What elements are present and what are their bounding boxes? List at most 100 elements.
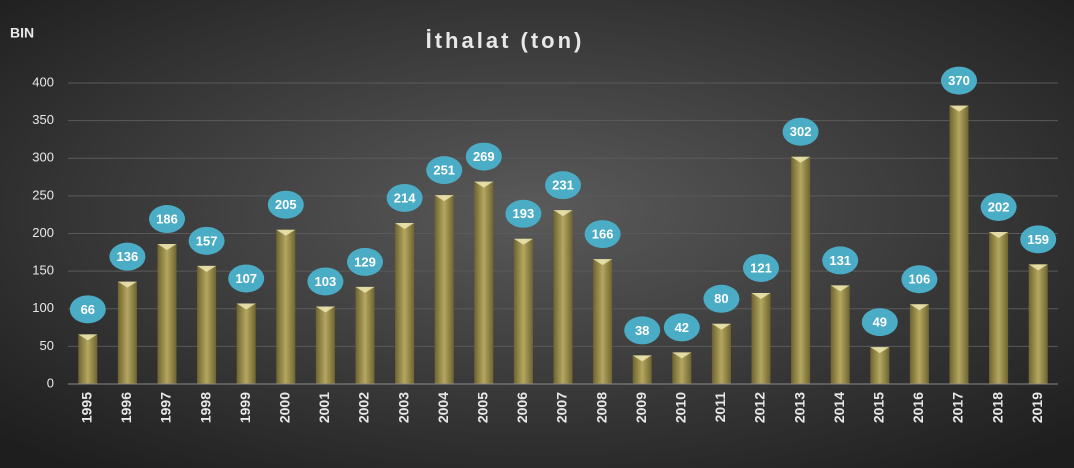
data-label: 66 <box>81 302 95 317</box>
data-label: 166 <box>592 227 614 242</box>
data-label-bubble <box>584 220 621 249</box>
data-label-bubble <box>267 190 304 219</box>
bar-top <box>434 195 454 202</box>
data-label: 136 <box>117 249 139 264</box>
bar-top <box>78 334 98 341</box>
bar <box>909 304 929 384</box>
bar-top <box>989 231 1009 238</box>
bar-top <box>157 244 177 251</box>
y-axis-label: BIN <box>10 25 34 41</box>
x-tick-label: 2000 <box>277 392 293 423</box>
y-tick-label: 150 <box>32 263 54 278</box>
data-label-bubble <box>861 308 898 337</box>
data-label-bubble <box>624 316 661 345</box>
bar-top <box>553 210 573 217</box>
data-label-bubble <box>69 295 106 324</box>
bar <box>276 229 296 384</box>
x-tick-label: 1998 <box>197 392 213 423</box>
bar <box>434 195 454 384</box>
bar <box>791 156 811 384</box>
data-label-bubble <box>347 247 383 276</box>
bar-top <box>276 229 296 236</box>
bar-top <box>672 352 692 359</box>
bar-top <box>513 238 533 245</box>
x-tick-label: 2007 <box>554 392 570 423</box>
bar-top <box>593 259 613 266</box>
x-tick-label: 2018 <box>989 392 1005 423</box>
data-label-bubble <box>980 192 1017 221</box>
data-label-bubble <box>109 242 146 271</box>
bar-top <box>791 156 811 163</box>
y-tick-label: 300 <box>32 150 54 165</box>
data-label: 103 <box>315 274 337 289</box>
bar <box>474 181 494 384</box>
bar <box>870 347 890 384</box>
data-label-bubble <box>307 267 344 296</box>
bar-top <box>117 281 137 288</box>
data-label-bubble <box>782 117 819 146</box>
x-tick-label: 2016 <box>910 392 926 423</box>
x-tick-label: 1999 <box>237 392 253 423</box>
data-label: 205 <box>275 197 297 212</box>
data-label: 231 <box>552 178 574 193</box>
bar <box>117 281 137 384</box>
data-label-bubble <box>1020 225 1057 254</box>
y-tick-label: 0 <box>47 375 54 390</box>
data-label: 251 <box>433 163 455 178</box>
x-tick-label: 2013 <box>791 392 807 423</box>
data-label-bubble <box>386 183 423 212</box>
x-tick-label: 2010 <box>673 392 689 423</box>
x-tick-label: 1997 <box>158 392 174 423</box>
data-label: 42 <box>675 320 689 335</box>
x-tick-label: 2015 <box>871 392 887 423</box>
data-label: 49 <box>873 315 887 330</box>
data-label-bubble <box>228 264 265 293</box>
data-label-bubble <box>743 253 779 282</box>
data-label: 106 <box>909 272 931 287</box>
x-tick-label: 2006 <box>514 392 530 423</box>
data-label: 370 <box>948 73 970 88</box>
data-label: 38 <box>635 323 649 338</box>
data-label-bubble <box>465 142 502 171</box>
bar <box>711 323 731 384</box>
data-label: 80 <box>714 291 728 306</box>
x-tick-label: 2009 <box>633 392 649 423</box>
data-label: 121 <box>750 260 772 275</box>
y-tick-label: 350 <box>32 112 54 127</box>
bar <box>989 231 1009 384</box>
data-label: 302 <box>790 124 812 139</box>
x-tick-label: 2017 <box>950 392 966 423</box>
data-label-bubble <box>426 156 463 185</box>
bar-top <box>632 355 652 362</box>
x-tick-label: 2002 <box>356 392 372 423</box>
data-label: 186 <box>156 211 178 226</box>
data-label-bubble <box>149 205 185 234</box>
data-label: 269 <box>473 149 495 164</box>
data-label: 131 <box>829 253 851 268</box>
bar-top <box>949 105 969 112</box>
data-label-bubble <box>901 265 938 294</box>
bar-top <box>474 181 494 188</box>
data-label: 157 <box>196 233 218 248</box>
bar <box>593 259 613 384</box>
data-label: 129 <box>354 254 376 269</box>
bar-top <box>870 347 890 354</box>
bar-top <box>909 304 929 311</box>
data-label: 214 <box>394 190 416 205</box>
x-tick-label: 2003 <box>395 392 411 423</box>
data-label-bubble <box>545 171 581 200</box>
data-label: 193 <box>513 206 535 221</box>
bar-top <box>355 286 375 293</box>
bar <box>949 105 969 384</box>
data-label-bubble <box>941 66 977 95</box>
x-tick-label: 2004 <box>435 392 451 423</box>
x-tick-label: 2005 <box>475 392 491 423</box>
bar <box>751 292 771 384</box>
bar <box>672 352 692 384</box>
bar <box>236 303 256 384</box>
data-label: 202 <box>988 199 1010 214</box>
data-label-bubble <box>663 313 700 342</box>
bar <box>513 238 533 384</box>
y-tick-label: 200 <box>32 225 54 240</box>
